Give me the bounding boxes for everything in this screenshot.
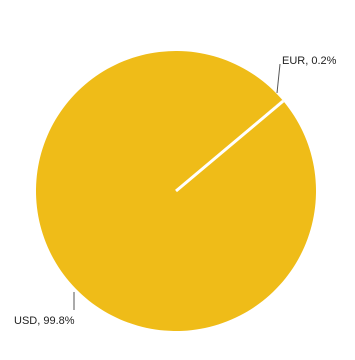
slice-separator <box>175 99 285 193</box>
leader-line-eur <box>276 63 281 94</box>
pie-slice-usd <box>35 50 316 331</box>
slice-labels: EUR, 0.2% USD, 99.8% <box>14 55 337 327</box>
pie-slices <box>35 50 316 331</box>
slice-label-eur: EUR, 0.2% <box>282 55 337 67</box>
slice-label-usd: USD, 99.8% <box>14 315 75 327</box>
